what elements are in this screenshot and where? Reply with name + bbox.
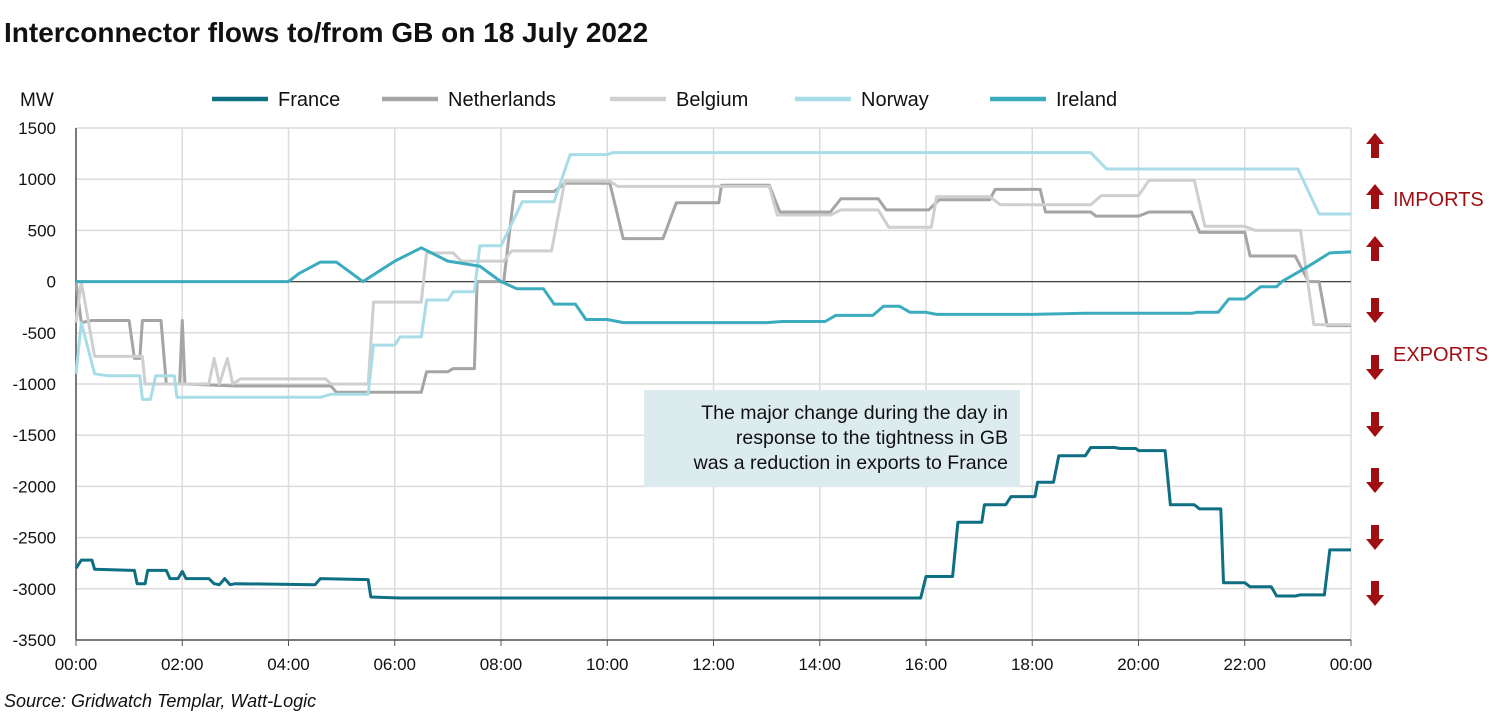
down-arrow [1366, 412, 1384, 437]
legend-label: Belgium [676, 89, 748, 111]
down-arrow [1366, 468, 1384, 493]
y-tick-label: -1000 [13, 375, 56, 394]
series-line [74, 446, 1351, 600]
y-tick-label: 1500 [18, 119, 56, 138]
x-tick-label: 06:00 [373, 655, 416, 674]
y-tick-label: 0 [47, 273, 56, 292]
series-line [76, 246, 1352, 325]
x-tick-label: 00:00 [55, 655, 98, 674]
x-tick-label: 00:00 [1330, 655, 1373, 674]
x-tick-label: 16:00 [905, 655, 948, 674]
series-line [74, 178, 1351, 386]
y-tick-label: -2000 [13, 477, 56, 496]
plot-area: 1500 1000 500 0 -500 -1000 -1500 -2000 -2500 -300… [13, 119, 1373, 674]
up-arrow [1366, 184, 1384, 209]
down-arrow [1366, 581, 1384, 606]
down-arrow [1366, 298, 1384, 323]
down-arrow [1366, 355, 1384, 380]
up-arrow [1366, 236, 1384, 261]
y-tick-label: -500 [22, 324, 56, 343]
annotation-line: The major change during the day in [701, 402, 1008, 424]
legend-label: Ireland [1056, 89, 1117, 111]
x-tick-label: 18:00 [1011, 655, 1054, 674]
imports-label: IMPORTS [1393, 189, 1484, 211]
down-arrow [1366, 525, 1384, 550]
y-tick-label: -2500 [13, 529, 56, 548]
annotation: The major change during the day in respon… [644, 390, 1020, 487]
x-tick-label: 20:00 [1117, 655, 1160, 674]
x-tick-label: 22:00 [1223, 655, 1266, 674]
annotation-box [644, 390, 1020, 487]
x-tick-label: 10:00 [586, 655, 629, 674]
legend: France Netherlands Belgium Norway Ireland [212, 89, 1117, 111]
x-tick-label: 14:00 [798, 655, 841, 674]
x-tick-label: 08:00 [480, 655, 523, 674]
x-tick-label: 04:00 [267, 655, 310, 674]
y-axis-label: MW [20, 90, 54, 111]
y-tick-label: -1500 [13, 426, 56, 445]
direction-arrows [1366, 133, 1384, 606]
legend-label: France [278, 89, 340, 111]
legend-label: Norway [861, 89, 929, 111]
up-arrow [1366, 133, 1384, 158]
y-tick-label: 500 [28, 221, 56, 240]
chart-title: Interconnector flows to/from GB on 18 Ju… [4, 17, 648, 48]
exports-label: EXPORTS [1393, 344, 1488, 366]
x-tick-label: 02:00 [161, 655, 204, 674]
annotation-line: was a reduction in exports to France [693, 452, 1008, 474]
legend-label: Netherlands [448, 89, 556, 111]
y-tick-label: 1000 [18, 170, 56, 189]
y-tick-label: -3000 [13, 580, 56, 599]
series-line [74, 151, 1351, 401]
y-tick-label: -3500 [13, 631, 56, 650]
source: Source: Gridwatch Templar, Watt-Logic [4, 691, 316, 711]
annotation-line: response to the tightness in GB [736, 427, 1008, 449]
x-tick-label: 12:00 [692, 655, 735, 674]
series-line [74, 181, 1351, 394]
